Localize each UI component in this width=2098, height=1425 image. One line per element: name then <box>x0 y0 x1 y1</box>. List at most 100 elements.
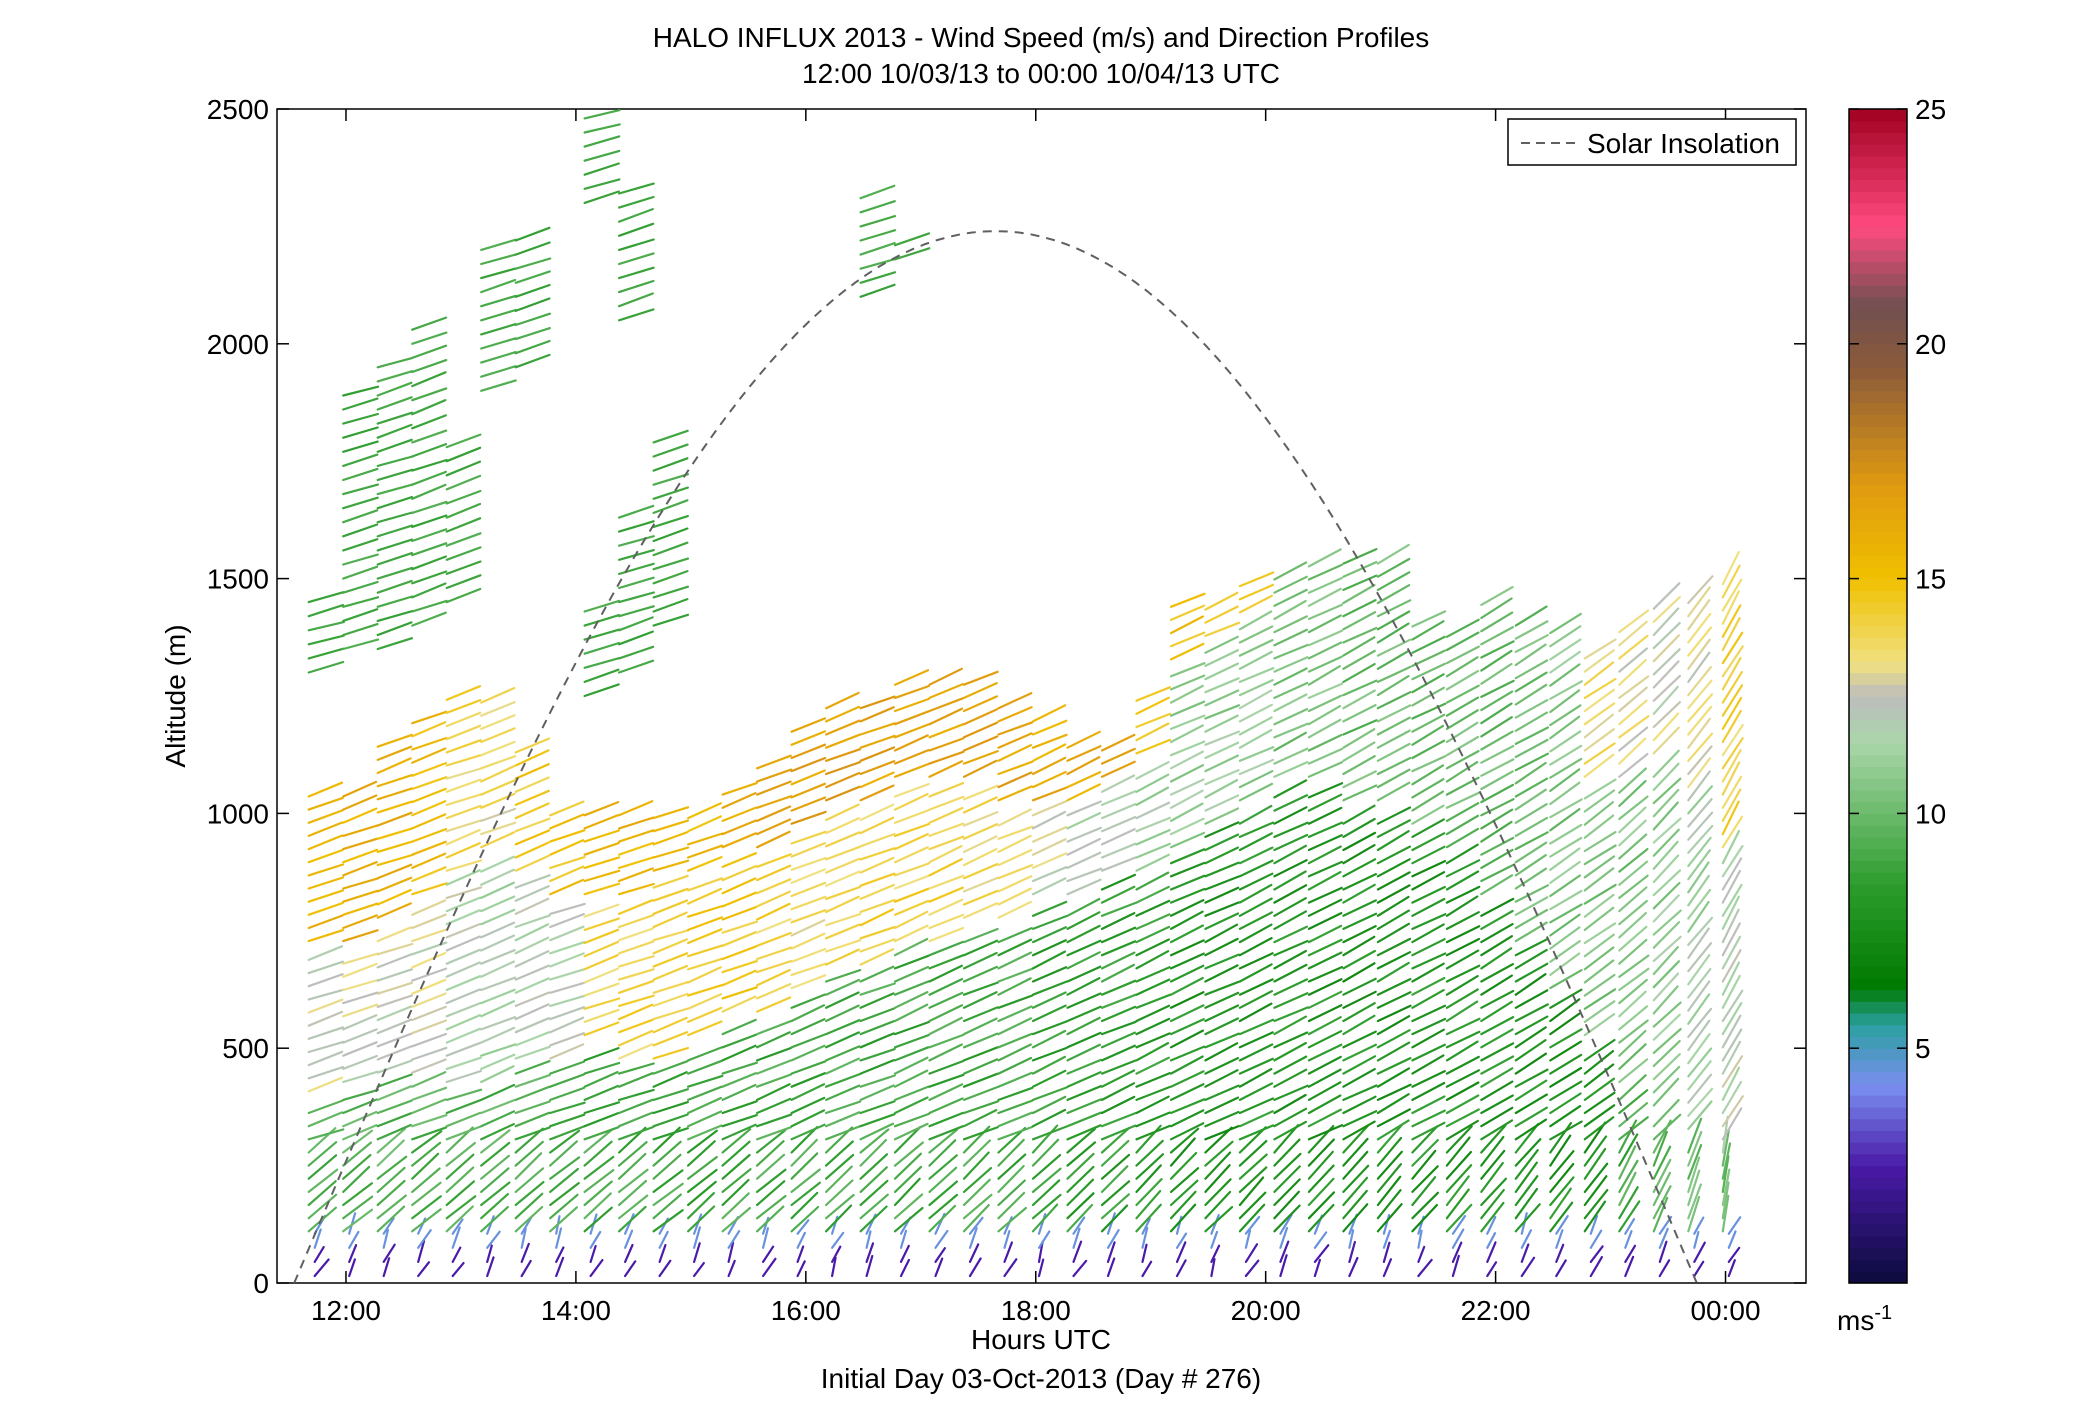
wind-barb <box>445 1180 475 1207</box>
wind-barb <box>514 829 551 846</box>
wind-barb <box>1520 1256 1536 1278</box>
colorbar-cell <box>1849 872 1907 885</box>
wind-barb <box>1514 698 1549 719</box>
wind-barb <box>1721 1040 1742 1075</box>
wind-barb <box>824 978 861 996</box>
wind-barb <box>1549 730 1582 753</box>
wind-barb <box>1411 702 1447 720</box>
wind-barb <box>824 1125 861 1141</box>
wind-barb <box>1583 778 1617 800</box>
wind-barb <box>1169 1083 1205 1102</box>
wind-barb <box>1238 846 1274 865</box>
wind-barb <box>1652 621 1681 650</box>
wind-barb <box>1376 1067 1411 1088</box>
wind-barb <box>1100 993 1137 1009</box>
wind-barb <box>1204 821 1240 839</box>
wind-barb <box>1618 833 1648 860</box>
wind-barb <box>480 855 516 873</box>
wind-barb <box>1549 988 1583 1009</box>
wind-barb <box>411 1071 447 1088</box>
wind-barb <box>962 965 999 983</box>
colorbar-tick-label: 15 <box>1915 564 1946 595</box>
wind-barb <box>1583 1116 1615 1141</box>
wind-barb <box>1549 768 1581 793</box>
wind-barb <box>1210 1257 1216 1278</box>
wind-barb <box>790 1168 821 1194</box>
wind-barb <box>962 1085 999 1102</box>
wind-barb <box>1583 883 1617 905</box>
wind-barb <box>1687 1019 1711 1052</box>
wind-barb <box>721 1123 757 1141</box>
wind-barb <box>1687 757 1712 789</box>
wind-barb <box>1307 1081 1342 1102</box>
wind-barb <box>1307 834 1343 852</box>
wind-barb <box>1721 961 1741 996</box>
wind-barb <box>893 710 930 726</box>
wind-barb <box>824 1100 862 1115</box>
wind-barb <box>1687 638 1711 670</box>
wind-barb <box>962 1046 999 1062</box>
wind-barb <box>761 1257 777 1278</box>
wind-barb <box>417 1261 430 1278</box>
wind-barb <box>928 1004 964 1023</box>
wind-barb <box>514 885 550 902</box>
wind-barb <box>376 1032 413 1048</box>
wind-barb <box>1411 1165 1439 1194</box>
wind-barb <box>652 938 688 955</box>
colorbar-cell <box>1849 766 1907 779</box>
wind-barb <box>1204 964 1239 983</box>
wind-barb <box>1445 1188 1470 1220</box>
wind-barb <box>1451 1241 1463 1264</box>
colorbar-cell <box>1849 989 1907 1002</box>
wind-barb <box>1445 974 1479 996</box>
wind-barb <box>307 1141 338 1167</box>
wind-barb <box>411 582 447 599</box>
wind-barb <box>1066 755 1101 776</box>
wind-barb <box>790 830 827 845</box>
wind-barb <box>686 928 723 945</box>
wind-barb <box>445 1153 475 1180</box>
wind-barb <box>445 819 483 833</box>
colorbar-cell <box>1849 484 1907 498</box>
wind-barb <box>962 749 999 765</box>
wind-barb <box>307 1065 345 1080</box>
wind-barb <box>1583 1175 1608 1207</box>
wind-barb <box>445 988 482 1005</box>
wind-barb <box>1100 979 1137 996</box>
wind-barb <box>1342 1120 1376 1141</box>
wind-barb <box>997 1164 1025 1194</box>
wind-barb <box>928 1154 958 1180</box>
wind-barb <box>997 743 1033 762</box>
wind-barb <box>1549 1012 1581 1036</box>
wind-barb <box>721 1100 758 1115</box>
wind-barb <box>652 1088 690 1102</box>
colorbar-tick-label: 10 <box>1915 798 1946 829</box>
wind-barb <box>342 889 379 903</box>
wind-barb <box>1480 1015 1515 1036</box>
wind-barb <box>755 1168 787 1194</box>
wind-barb <box>1376 845 1412 865</box>
wind-barb <box>1100 1139 1130 1167</box>
wind-barb <box>1652 726 1681 755</box>
colorbar-cell <box>1849 930 1907 944</box>
wind-barb <box>514 817 551 833</box>
wind-barb <box>451 1226 461 1249</box>
wind-barb <box>934 1246 947 1264</box>
wind-barb <box>1135 686 1172 702</box>
wind-barb <box>342 440 379 453</box>
wind-barb <box>1307 747 1343 765</box>
wind-barb <box>1583 959 1615 984</box>
wind-barb <box>893 232 931 247</box>
wind-barb <box>824 1193 855 1220</box>
wind-barb <box>1549 969 1583 990</box>
wind-barb <box>1204 689 1240 707</box>
wind-barb <box>1411 988 1445 1009</box>
wind-barb <box>1687 626 1713 657</box>
wind-barb <box>997 1005 1033 1023</box>
wind-barb <box>997 977 1032 996</box>
wind-barb <box>376 1205 406 1233</box>
wind-barb <box>1342 1164 1370 1194</box>
wind-barb <box>1307 793 1343 812</box>
wind-barb <box>411 882 448 896</box>
wind-barb <box>652 1071 688 1088</box>
